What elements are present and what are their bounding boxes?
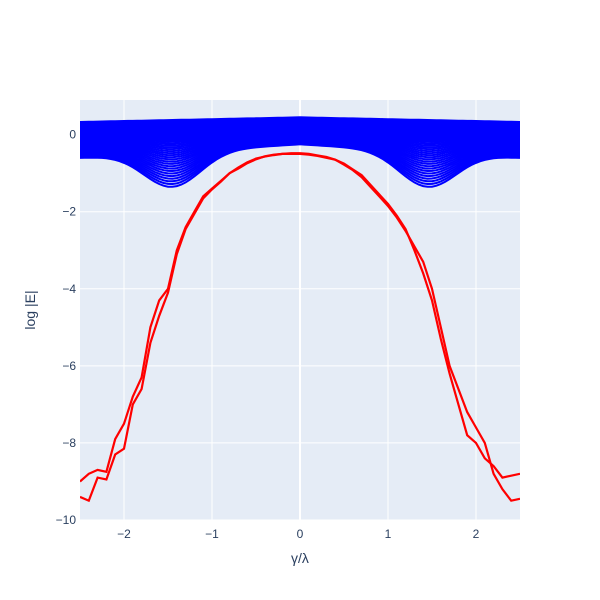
blue-curve-band bbox=[80, 116, 520, 188]
x-tick-label: 1 bbox=[385, 527, 392, 541]
x-tick-label: 0 bbox=[297, 527, 304, 541]
y-tick-label: −6 bbox=[62, 359, 76, 373]
red-series-line bbox=[80, 152, 520, 503]
tick-labels: −2 −1 0 1 2−10−8−6−4−20 bbox=[56, 128, 480, 541]
y-tick-label: −4 bbox=[62, 282, 76, 296]
x-axis-title: γ/λ bbox=[291, 550, 309, 566]
blue-curve bbox=[80, 143, 520, 188]
x-tick-label: 2 bbox=[473, 527, 480, 541]
y-tick-label: −2 bbox=[62, 205, 76, 219]
y-tick-label: −8 bbox=[62, 436, 76, 450]
x-tick-label: −2 bbox=[117, 527, 131, 541]
y-axis-title: log |E| bbox=[22, 290, 38, 329]
y-tick-label: 0 bbox=[69, 128, 76, 142]
red-series-group bbox=[80, 152, 520, 503]
x-tick-label: −1 bbox=[205, 527, 219, 541]
y-tick-label: −10 bbox=[56, 513, 77, 527]
